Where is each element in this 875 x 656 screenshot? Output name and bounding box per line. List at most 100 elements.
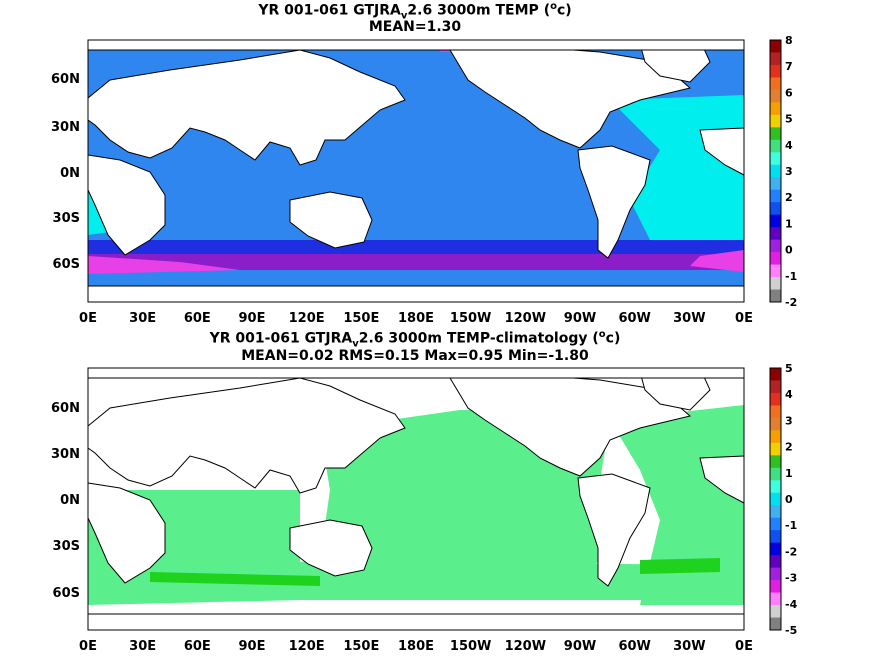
top-southern-purple-band — [88, 254, 744, 270]
colorbar-label: 3 — [785, 165, 793, 178]
lat-label-30N: 30N — [51, 447, 80, 462]
lon-label-150W: 150W — [450, 639, 491, 654]
lon-label-90W: 90W — [564, 311, 596, 326]
lon-label-0E: 0E — [735, 311, 753, 326]
colorbar-swatch — [770, 467, 781, 481]
lon-label-150E: 150E — [343, 311, 379, 326]
colorbar-swatch — [770, 368, 781, 381]
lon-label-60W: 60W — [618, 639, 650, 654]
colorbar-swatch — [770, 380, 781, 394]
colorbar-swatch — [770, 164, 781, 178]
lon-label-90E: 90E — [239, 311, 266, 326]
colorbar-swatch — [770, 40, 781, 53]
colorbar-swatch — [770, 177, 781, 191]
colorbar-swatch — [770, 102, 781, 116]
colorbar-label: 7 — [785, 60, 793, 73]
lat-label-60N: 60N — [51, 72, 80, 87]
colorbar-label: 1 — [785, 467, 793, 480]
lon-label-0E: 0E — [735, 639, 753, 654]
colorbar-label: 3 — [785, 414, 793, 427]
colorbar-swatch — [770, 542, 781, 556]
colorbar-swatch — [770, 252, 781, 266]
colorbar-swatch — [770, 455, 781, 469]
colorbar-swatch — [770, 277, 781, 291]
lon-label-120W: 120W — [505, 311, 546, 326]
colorbar-swatch — [770, 214, 781, 228]
colorbar-label: 2 — [785, 441, 793, 454]
top-southern-blue-band — [88, 240, 744, 254]
colorbar-swatch — [770, 605, 781, 619]
bottom-map — [88, 368, 744, 630]
colorbar-label: 2 — [785, 191, 793, 204]
colorbar-frame — [769, 39, 782, 303]
colorbar-label: 0 — [785, 493, 793, 506]
lon-label-30E: 30E — [129, 311, 156, 326]
colorbar-swatch — [770, 430, 781, 444]
bottom-title-line2: MEAN=0.02 RMS=0.15 Max=0.95 Min=-1.80 — [241, 348, 589, 364]
colorbar-swatch — [770, 617, 781, 631]
bottom-dark-green-band — [150, 572, 320, 586]
colorbar-label: 1 — [785, 217, 793, 230]
colorbar-label: -1 — [785, 519, 797, 532]
lat-label-30S: 30S — [53, 539, 80, 554]
colorbar-swatch — [770, 264, 781, 278]
lat-label-60S: 60S — [53, 257, 80, 272]
top-map-frame — [87, 39, 745, 303]
colorbar-label: 4 — [785, 139, 793, 152]
lat-label-0N: 0N — [60, 493, 80, 508]
top-title-line2: MEAN=1.30 — [368, 19, 462, 35]
colorbar-label: 5 — [785, 113, 793, 126]
colorbar-label: -5 — [785, 624, 797, 637]
colorbar-swatch — [770, 139, 781, 153]
lon-label-60E: 60E — [184, 311, 211, 326]
colorbar-swatch — [770, 530, 781, 544]
colorbar-swatch — [770, 505, 781, 519]
lat-label-60N: 60N — [51, 401, 80, 416]
colorbar-swatch — [770, 405, 781, 419]
colorbar-label: -1 — [785, 270, 797, 283]
colorbar-swatch — [770, 227, 781, 241]
colorbar-frame — [769, 367, 782, 631]
bottom-dark-green-patch — [640, 558, 720, 574]
colorbar-swatch — [770, 442, 781, 456]
colorbar-swatch — [770, 289, 781, 303]
lon-label-120E: 120E — [289, 311, 325, 326]
colorbar-swatch — [770, 555, 781, 569]
colorbar-swatch — [770, 239, 781, 253]
colorbar-swatch — [770, 202, 781, 216]
lon-label-60W: 60W — [618, 311, 650, 326]
bottom-southern-field — [88, 560, 744, 600]
lon-label-0E: 0E — [79, 639, 97, 654]
lon-label-30W: 30W — [673, 639, 705, 654]
colorbar-swatch — [770, 580, 781, 594]
lon-label-30W: 30W — [673, 311, 705, 326]
colorbar-label: 0 — [785, 244, 793, 257]
colorbar-label: -2 — [785, 296, 797, 309]
top-map — [88, 40, 744, 302]
colorbar-swatch — [770, 152, 781, 166]
top-magenta-patch-east — [690, 250, 744, 272]
lon-label-60E: 60E — [184, 639, 211, 654]
colorbar-label: 8 — [785, 34, 793, 47]
lon-label-180E: 180E — [398, 639, 434, 654]
lon-label-0E: 0E — [79, 311, 97, 326]
colorbar-swatch — [770, 77, 781, 91]
colorbar-swatch — [770, 517, 781, 531]
lon-label-150E: 150E — [343, 639, 379, 654]
colorbar-swatch — [770, 89, 781, 103]
colorbar-swatch — [770, 64, 781, 78]
top-title-line1: YR 001-061 GTJRAv2.6 3000m TEMP (oc) — [258, 1, 572, 22]
lat-label-30N: 30N — [51, 120, 80, 135]
axes-layer: 60N 30N 0N 30S 60S 0E 30E 60E 90E 120E 150E 180E 150… — [51, 72, 753, 654]
colorbar-swatch — [770, 480, 781, 494]
lon-label-150W: 150W — [450, 311, 491, 326]
colorbar-swatch — [770, 52, 781, 66]
colorbar-swatch — [770, 114, 781, 128]
lon-label-120E: 120E — [289, 639, 325, 654]
colorbar-label: 5 — [785, 362, 793, 375]
bottom-title-line1: YR 001-061 GTJRAv2.6 3000m TEMP-climatol… — [209, 329, 621, 350]
colorbar-label: 4 — [785, 388, 793, 401]
colorbars: 8 7 6 5 4 3 2 1 0 -1 -2 5 4 3 2 1 0 -1 -2 -3 -4 -5 — [769, 34, 798, 637]
colorbar-swatch — [770, 592, 781, 606]
